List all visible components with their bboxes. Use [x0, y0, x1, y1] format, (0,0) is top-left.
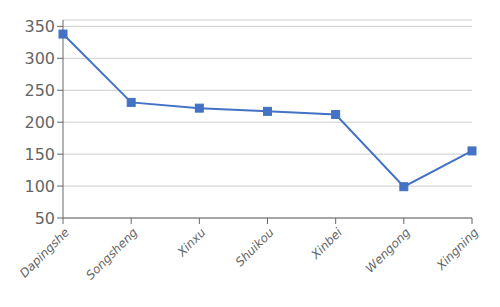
svg-text:Xinxu: Xinxu — [174, 225, 209, 260]
svg-text:100: 100 — [24, 177, 55, 196]
svg-text:300: 300 — [24, 49, 55, 68]
svg-text:150: 150 — [24, 145, 55, 164]
svg-text:Songsheng: Songsheng — [83, 225, 140, 282]
svg-text:Wengong: Wengong — [363, 225, 414, 276]
svg-text:Shuikou: Shuikou — [233, 225, 277, 269]
svg-text:250: 250 — [24, 81, 55, 100]
svg-text:Xinbei: Xinbei — [308, 225, 346, 263]
svg-text:350: 350 — [24, 17, 55, 36]
svg-text:Xingning: Xingning — [433, 225, 481, 273]
svg-text:Dapingshe: Dapingshe — [17, 225, 72, 280]
svg-text:200: 200 — [24, 113, 55, 132]
svg-text:50: 50 — [35, 209, 55, 228]
